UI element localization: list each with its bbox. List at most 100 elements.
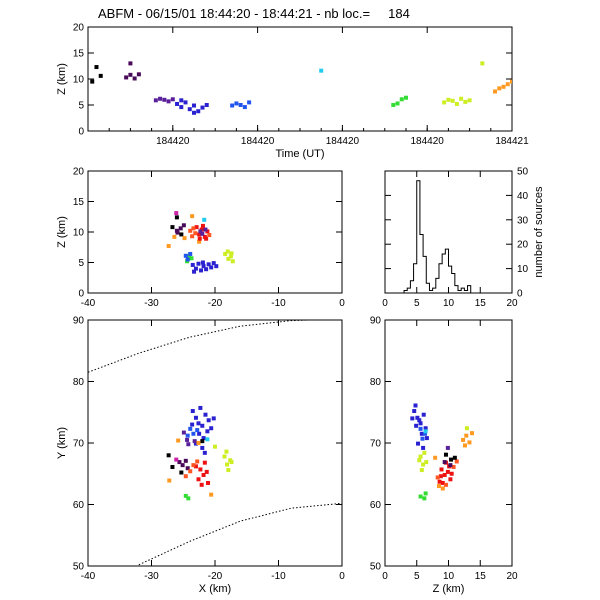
- source-point: [166, 453, 171, 458]
- source-point: [238, 103, 243, 107]
- source-point: [395, 101, 400, 106]
- source-point: [527, 79, 531, 83]
- source-point: [440, 486, 445, 491]
- source-point: [591, 80, 595, 84]
- axes: -40 -30 -20 -10 0 0 5 10 15 20 Z (km): [56, 167, 345, 310]
- x-tick-label: 184420: [411, 136, 445, 147]
- y-axis-label: Z (km): [56, 216, 68, 248]
- source-point: [190, 262, 195, 267]
- source-point: [445, 469, 450, 474]
- source-point: [207, 233, 212, 238]
- source-point: [424, 460, 429, 465]
- source-point: [166, 99, 171, 104]
- source-point: [177, 460, 182, 465]
- x-tick-label: 0: [382, 298, 388, 309]
- source-point: [404, 95, 408, 100]
- source-point: [199, 482, 204, 487]
- source-point: [196, 421, 201, 426]
- panel-altitude-y: 0 5 10 15 20 50 60 70 80 90 Z (km): [370, 316, 518, 596]
- source-point: [442, 100, 447, 105]
- source-point: [190, 234, 195, 239]
- source-point: [124, 75, 129, 80]
- source-point: [185, 466, 190, 471]
- source-point: [172, 234, 177, 239]
- source-point: [191, 226, 196, 231]
- source-point: [183, 493, 188, 498]
- source-point: [418, 426, 423, 431]
- source-point: [186, 442, 191, 447]
- source-point: [195, 459, 200, 464]
- y-tick-label: 50: [370, 562, 382, 573]
- source-point: [204, 103, 209, 107]
- source-point: [179, 98, 184, 103]
- source-point: [418, 494, 423, 499]
- y-tick-label: 70: [73, 439, 85, 450]
- source-point: [201, 472, 206, 477]
- source-point: [510, 79, 512, 84]
- source-point: [415, 415, 420, 420]
- source-point: [193, 464, 198, 469]
- source-point: [445, 445, 450, 450]
- source-point: [454, 459, 459, 464]
- data-marks: [400, 180, 474, 293]
- x-tick-label: 20: [506, 571, 518, 582]
- source-point: [128, 61, 133, 66]
- y-tick-label: 80: [370, 377, 382, 388]
- source-point: [199, 268, 204, 273]
- source-point: [211, 416, 216, 421]
- y-tick-label: 20: [73, 167, 85, 178]
- y-tick-label: 70: [370, 439, 382, 450]
- source-point: [452, 455, 457, 460]
- x-tick-label: 5: [414, 298, 420, 309]
- source-point: [197, 431, 202, 436]
- source-point: [420, 436, 425, 441]
- source-point: [467, 440, 472, 445]
- source-point: [192, 439, 197, 444]
- source-point: [179, 470, 184, 475]
- source-point: [209, 426, 214, 431]
- source-point: [200, 260, 205, 265]
- source-point: [202, 450, 207, 455]
- source-point: [391, 103, 396, 107]
- source-point: [201, 436, 206, 441]
- source-point: [464, 426, 469, 431]
- source-point: [190, 422, 195, 427]
- source-point: [185, 433, 190, 438]
- source-point: [421, 412, 426, 417]
- source-point: [531, 74, 535, 78]
- source-point: [195, 428, 200, 433]
- source-point: [190, 409, 195, 414]
- source-point: [170, 464, 175, 469]
- range-ring-inner: [138, 502, 342, 566]
- x-axis-label: Z (km): [433, 583, 465, 595]
- source-point: [128, 72, 133, 77]
- source-point: [188, 426, 193, 431]
- y-tick-label: 10: [73, 75, 85, 86]
- source-point: [98, 73, 103, 78]
- source-point: [209, 492, 214, 497]
- y-tick-label: 30: [517, 215, 529, 226]
- source-point: [192, 110, 196, 115]
- source-point: [535, 78, 539, 82]
- source-point: [197, 236, 202, 241]
- source-point: [469, 431, 474, 436]
- y-tick-label: 80: [73, 377, 85, 388]
- source-point: [94, 65, 99, 70]
- source-point: [230, 103, 235, 108]
- x-tick-label: 184421: [495, 136, 529, 147]
- y-tick-label: 0: [78, 289, 84, 300]
- data-marks: [88, 320, 342, 566]
- source-point: [464, 433, 469, 438]
- x-tick-label: -30: [144, 298, 159, 309]
- source-point: [557, 85, 561, 89]
- y-tick-label: 20: [517, 240, 529, 251]
- source-point: [518, 78, 522, 82]
- source-point: [497, 86, 502, 91]
- source-point: [582, 78, 586, 82]
- source-point: [540, 57, 544, 61]
- source-point: [229, 460, 234, 465]
- source-point: [438, 474, 443, 479]
- x-tick-label: -40: [81, 298, 96, 309]
